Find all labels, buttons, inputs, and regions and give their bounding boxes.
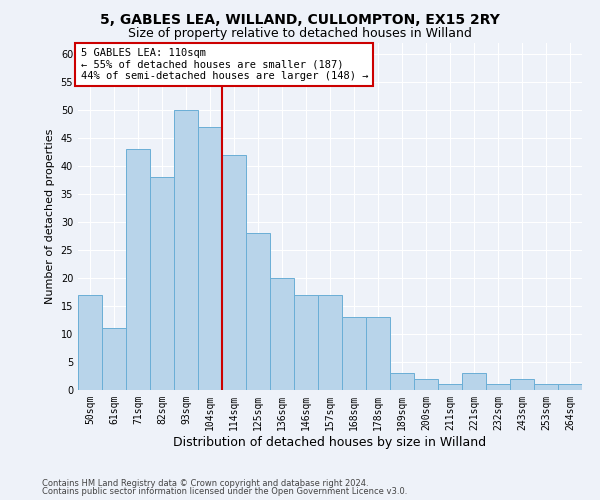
Bar xyxy=(246,233,270,390)
Bar xyxy=(222,154,246,390)
Bar xyxy=(510,379,534,390)
X-axis label: Distribution of detached houses by size in Willand: Distribution of detached houses by size … xyxy=(173,436,487,448)
Bar xyxy=(414,379,438,390)
Bar xyxy=(462,373,486,390)
Text: 5 GABLES LEA: 110sqm
← 55% of detached houses are smaller (187)
44% of semi-deta: 5 GABLES LEA: 110sqm ← 55% of detached h… xyxy=(80,48,368,81)
Bar xyxy=(318,294,342,390)
Bar xyxy=(558,384,582,390)
Text: 5, GABLES LEA, WILLAND, CULLOMPTON, EX15 2RY: 5, GABLES LEA, WILLAND, CULLOMPTON, EX15… xyxy=(100,12,500,26)
Bar xyxy=(198,126,222,390)
Text: Contains public sector information licensed under the Open Government Licence v3: Contains public sector information licen… xyxy=(42,487,407,496)
Bar xyxy=(486,384,510,390)
Bar xyxy=(126,149,150,390)
Bar xyxy=(534,384,558,390)
Bar xyxy=(438,384,462,390)
Text: Contains HM Land Registry data © Crown copyright and database right 2024.: Contains HM Land Registry data © Crown c… xyxy=(42,478,368,488)
Y-axis label: Number of detached properties: Number of detached properties xyxy=(45,128,55,304)
Bar xyxy=(78,294,102,390)
Bar xyxy=(294,294,318,390)
Bar xyxy=(102,328,126,390)
Bar xyxy=(366,317,390,390)
Text: Size of property relative to detached houses in Willand: Size of property relative to detached ho… xyxy=(128,28,472,40)
Bar xyxy=(390,373,414,390)
Bar xyxy=(174,110,198,390)
Bar xyxy=(270,278,294,390)
Bar xyxy=(342,317,366,390)
Bar xyxy=(150,177,174,390)
